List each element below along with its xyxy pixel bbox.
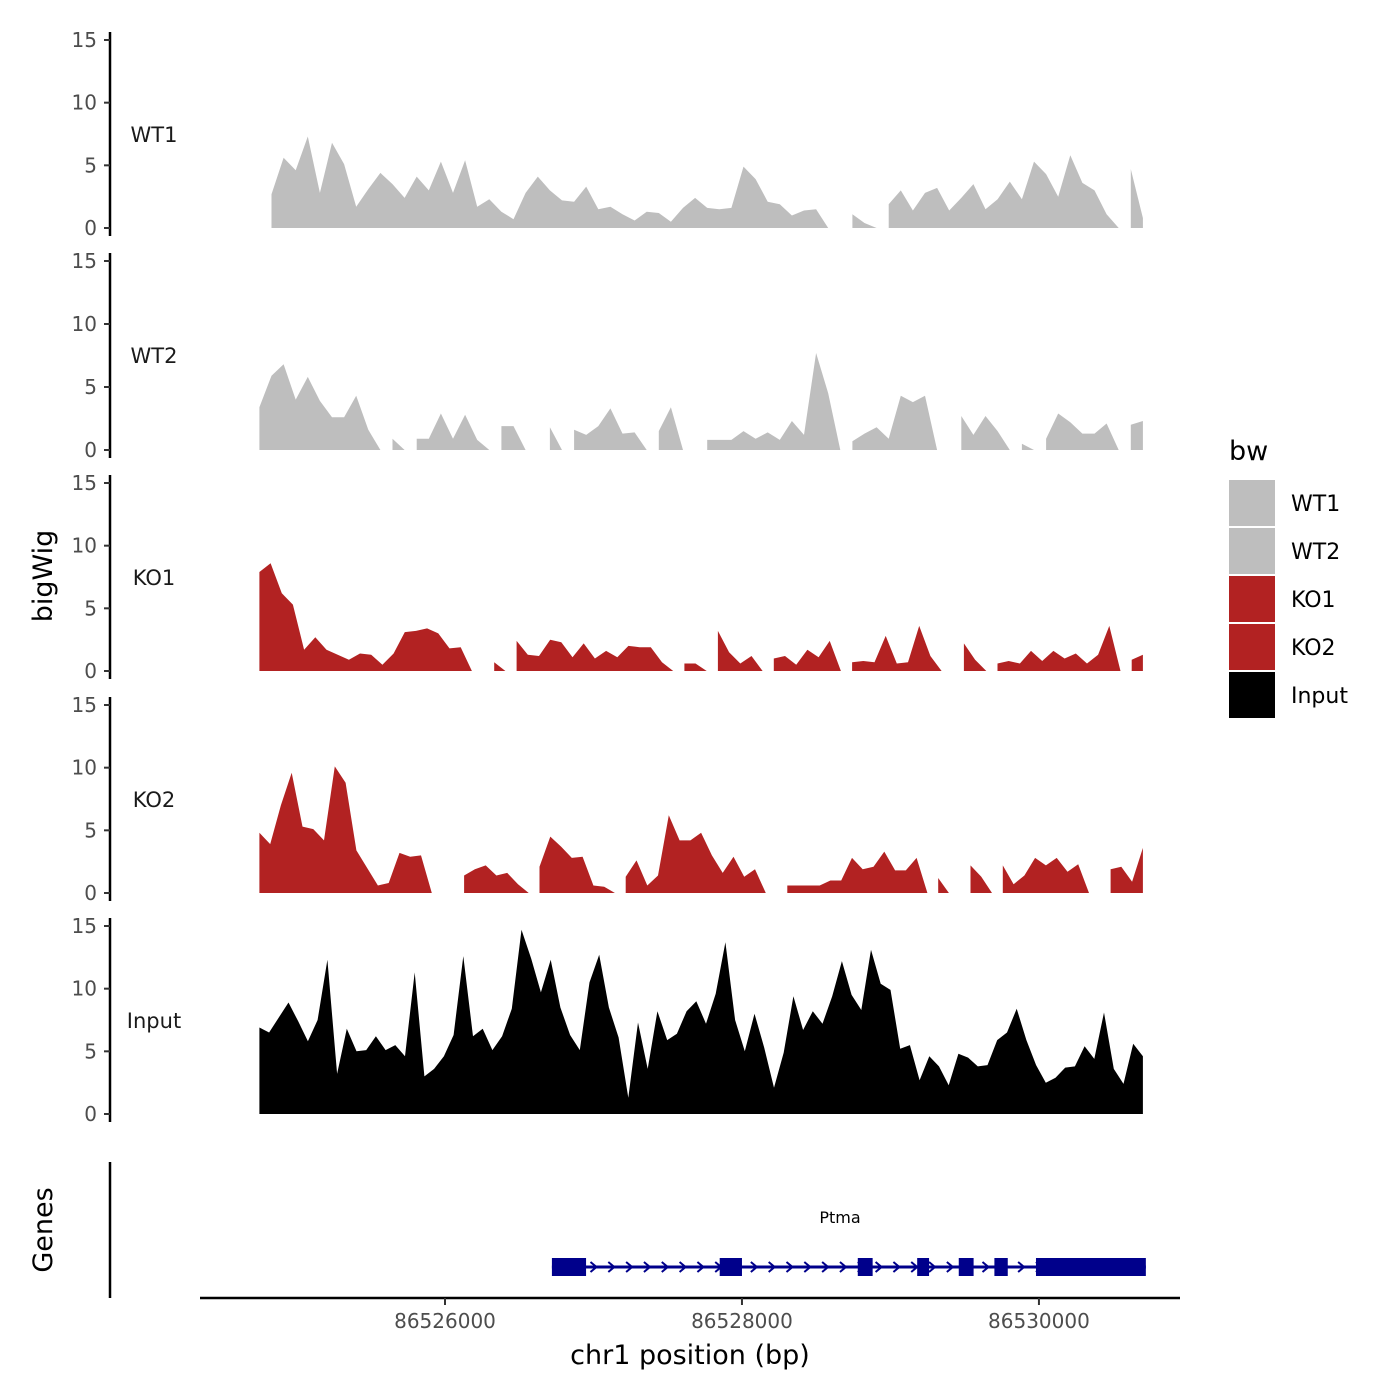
area-wt1	[271, 136, 1143, 228]
x-tick-label: 86526000	[394, 1309, 496, 1333]
track-ko2: 0 5 10 15 KO2	[72, 693, 1143, 905]
y-tick-label: 5	[84, 153, 97, 177]
gene-ptma: Ptma	[551, 1208, 1146, 1276]
legend-swatch	[1229, 624, 1275, 670]
gene-label: Ptma	[819, 1208, 860, 1227]
strand-arrow	[1017, 1261, 1026, 1273]
y-tick-label: 15	[72, 249, 97, 273]
area-wt2	[259, 353, 1143, 450]
y-tick-label: 10	[72, 534, 97, 558]
legend-label: KO2	[1291, 636, 1336, 661]
strand-arrow	[607, 1261, 616, 1273]
legend-item-wt2: WT2	[1229, 528, 1340, 574]
strand-arrow	[643, 1261, 652, 1273]
y-tick-label: 15	[72, 28, 97, 52]
area-ko1	[259, 563, 1143, 671]
track-label: WT2	[131, 344, 178, 368]
legend-item-input: Input	[1229, 672, 1348, 718]
legend-title: bw	[1229, 436, 1268, 467]
y-tick-label: 15	[72, 914, 97, 938]
y-tick-label: 5	[84, 596, 97, 620]
area-input	[259, 929, 1143, 1114]
legend-item-wt1: WT1	[1229, 480, 1340, 526]
legend: bw WT1 WT2 KO1 KO2 Input	[1229, 436, 1348, 718]
tracks: 0 5 10 15 WT1 0 5 10 15 WT2 0 5 10 15 KO1 0 5 10 15 KO2 0 5 10…	[72, 28, 1143, 1126]
x-tick-label: 86530000	[988, 1309, 1090, 1333]
area-ko2	[259, 766, 1143, 893]
legend-label: WT1	[1291, 492, 1340, 517]
genes-panel: Ptma	[108, 1162, 1146, 1298]
track-label: WT1	[131, 123, 178, 147]
y-tick-label: 5	[84, 818, 97, 842]
gene-exon	[551, 1258, 587, 1276]
genes-axis-title: Genes	[28, 1187, 59, 1272]
strand-arrow	[946, 1261, 955, 1273]
y-tick-label: 10	[72, 977, 97, 1001]
gene-exon	[1035, 1258, 1146, 1276]
y-tick-label: 10	[72, 756, 97, 780]
y-tick-label: 10	[72, 91, 97, 115]
y-tick-label: 15	[72, 471, 97, 495]
legend-item-ko2: KO2	[1229, 624, 1336, 670]
gene-exon	[857, 1258, 873, 1276]
x-axis-title: chr1 position (bp)	[570, 1340, 810, 1371]
strand-arrow	[821, 1261, 830, 1273]
legend-swatch	[1229, 672, 1275, 718]
strand-arrow	[678, 1261, 688, 1273]
legend-item-ko1: KO1	[1229, 576, 1336, 622]
strand-arrow	[928, 1261, 937, 1273]
strand-arrow	[874, 1261, 884, 1273]
legend-label: KO1	[1291, 588, 1336, 613]
strand-arrow	[661, 1261, 670, 1273]
legend-swatch	[1229, 576, 1275, 622]
track-ko1: 0 5 10 15 KO1	[72, 471, 1143, 683]
x-tick-label: 86528000	[691, 1309, 793, 1333]
legend-swatch	[1229, 480, 1275, 526]
gene-exon	[917, 1258, 930, 1276]
y-tick-label: 0	[84, 216, 97, 240]
strand-arrow	[892, 1261, 901, 1273]
gene-exon	[958, 1258, 974, 1276]
strand-arrow	[785, 1261, 795, 1273]
x-axis: 86526000 86528000 86530000	[200, 1296, 1180, 1333]
y-axis-title: bigWig	[28, 530, 59, 623]
y-tick-label: 10	[72, 312, 97, 336]
y-tick-label: 5	[84, 1039, 97, 1063]
track-label: KO1	[133, 566, 176, 590]
y-tick-label: 5	[84, 375, 97, 399]
track-input: 0 5 10 15 Input	[72, 914, 1143, 1126]
strand-arrow	[625, 1261, 634, 1273]
y-tick-label: 0	[84, 659, 97, 683]
strand-arrow	[696, 1261, 705, 1273]
gene-exon	[719, 1258, 742, 1276]
y-tick-label: 15	[72, 693, 97, 717]
y-tick-label: 0	[84, 1102, 97, 1126]
track-label: KO2	[133, 788, 176, 812]
track-label: Input	[127, 1009, 181, 1033]
track-wt1: 0 5 10 15 WT1	[72, 28, 1143, 240]
track-wt2: 0 5 10 15 WT2	[72, 249, 1143, 462]
legend-swatch	[1229, 528, 1275, 574]
strand-arrow	[981, 1261, 991, 1273]
strand-arrow	[839, 1261, 848, 1273]
y-tick-label: 0	[84, 438, 97, 462]
strand-arrow	[589, 1261, 599, 1273]
strand-arrow	[750, 1261, 759, 1273]
y-tick-label: 0	[84, 881, 97, 905]
legend-label: WT2	[1291, 540, 1340, 565]
gene-exon	[994, 1258, 1008, 1276]
strand-arrow	[803, 1261, 812, 1273]
strand-arrow	[768, 1261, 777, 1273]
legend-label: Input	[1291, 684, 1348, 709]
